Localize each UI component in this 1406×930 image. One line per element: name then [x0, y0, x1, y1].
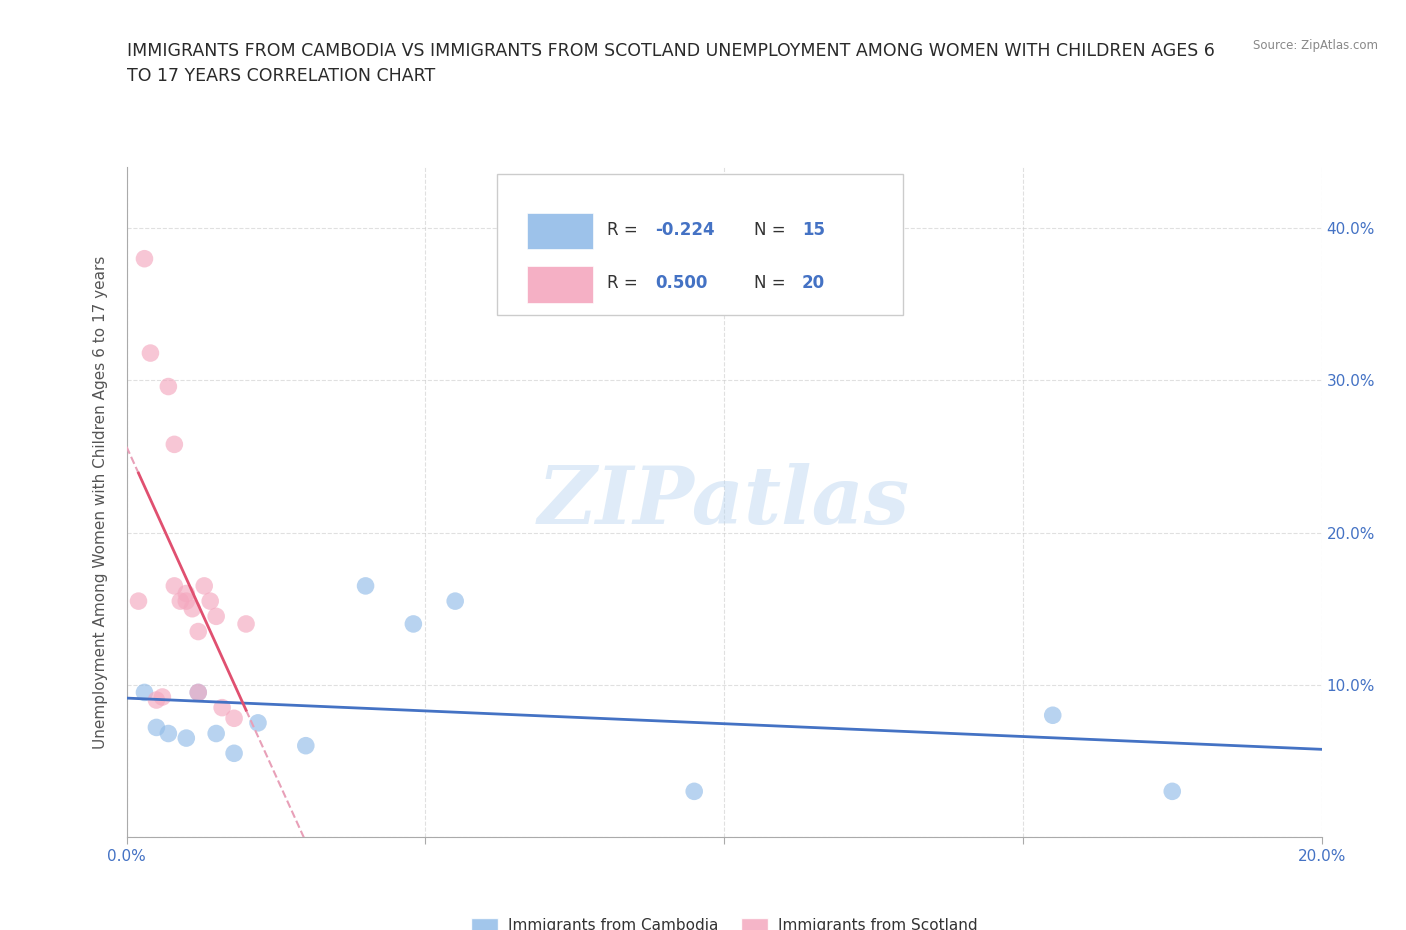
Text: 15: 15: [801, 220, 825, 239]
Point: [134, 251, 156, 266]
Point: [127, 593, 149, 608]
Point: [193, 578, 215, 593]
Point: [174, 593, 197, 608]
Point: [1042, 708, 1064, 723]
Point: [205, 609, 228, 624]
Text: -0.224: -0.224: [655, 220, 714, 239]
Point: [145, 720, 167, 735]
Point: [139, 346, 162, 361]
Point: [169, 593, 191, 608]
Point: [187, 685, 209, 700]
Point: [222, 711, 246, 725]
Text: N =: N =: [754, 220, 790, 239]
Point: [157, 379, 180, 394]
Text: Source: ZipAtlas.com: Source: ZipAtlas.com: [1253, 39, 1378, 52]
Point: [174, 586, 197, 601]
Point: [145, 693, 167, 708]
Text: R =: R =: [607, 274, 643, 292]
Point: [247, 715, 270, 730]
Point: [163, 578, 186, 593]
Point: [187, 685, 209, 700]
Point: [402, 617, 425, 631]
Point: [163, 437, 186, 452]
Text: 20: 20: [801, 274, 825, 292]
Point: [683, 784, 706, 799]
Text: R =: R =: [607, 220, 643, 239]
Point: [134, 685, 156, 700]
Point: [211, 700, 233, 715]
Point: [187, 624, 209, 639]
Point: [444, 593, 467, 608]
Point: [354, 578, 377, 593]
Text: N =: N =: [754, 274, 790, 292]
Text: 0.500: 0.500: [655, 274, 707, 292]
Point: [174, 731, 197, 746]
Text: TO 17 YEARS CORRELATION CHART: TO 17 YEARS CORRELATION CHART: [127, 67, 434, 85]
Point: [205, 726, 228, 741]
Point: [181, 602, 204, 617]
FancyBboxPatch shape: [498, 174, 903, 314]
Point: [235, 617, 257, 631]
Legend: Immigrants from Cambodia, Immigrants from Scotland: Immigrants from Cambodia, Immigrants fro…: [465, 911, 983, 930]
FancyBboxPatch shape: [527, 213, 593, 249]
Point: [1161, 784, 1184, 799]
Text: ZIPatlas: ZIPatlas: [538, 463, 910, 541]
Point: [294, 738, 316, 753]
FancyBboxPatch shape: [527, 266, 593, 303]
Point: [157, 726, 180, 741]
Point: [200, 593, 222, 608]
Point: [222, 746, 246, 761]
Point: [152, 689, 174, 704]
Text: IMMIGRANTS FROM CAMBODIA VS IMMIGRANTS FROM SCOTLAND UNEMPLOYMENT AMONG WOMEN WI: IMMIGRANTS FROM CAMBODIA VS IMMIGRANTS F…: [127, 42, 1215, 60]
Y-axis label: Unemployment Among Women with Children Ages 6 to 17 years: Unemployment Among Women with Children A…: [93, 256, 108, 749]
